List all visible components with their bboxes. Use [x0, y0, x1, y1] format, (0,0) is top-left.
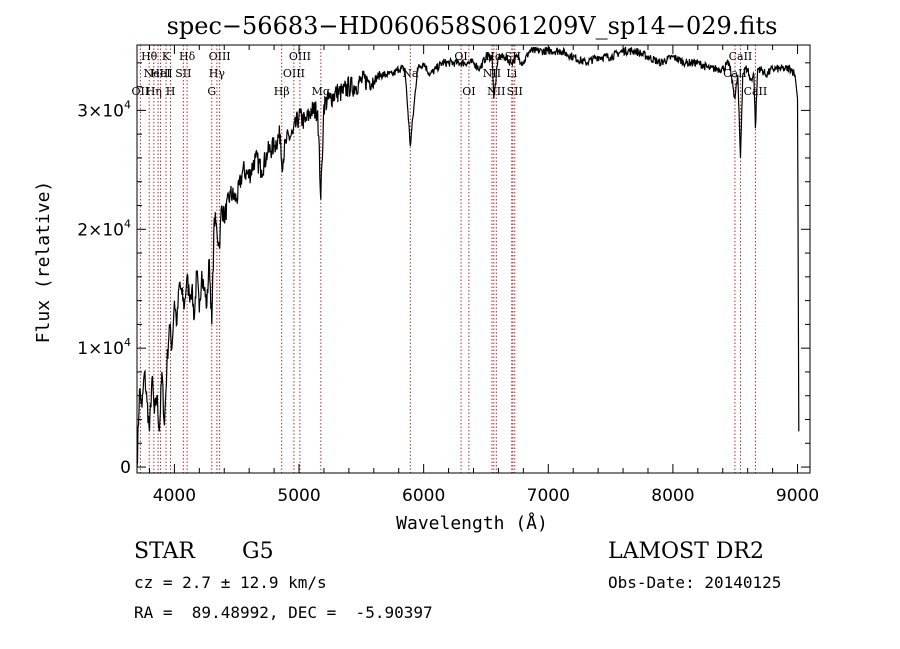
y-axis: 0 1×104 2×104 3×104 — [77, 62, 810, 478]
spectral-line-label: Hδ — [179, 50, 196, 63]
spectral-line-label: OI — [462, 85, 475, 98]
spectral-line-markers — [139, 45, 756, 473]
spectrum-line — [136, 46, 800, 468]
y-tick-label: 1×104 — [77, 336, 131, 359]
spectral-line-label: Hη — [146, 85, 162, 98]
y-tick-label: 2×104 — [77, 217, 131, 240]
spectral-line-label: Hγ — [209, 67, 226, 80]
spectral-line-label: SII — [505, 50, 521, 63]
x-axis-label: Wavelength (Å) — [396, 512, 548, 534]
survey-name: LAMOST DR2 — [608, 539, 764, 564]
spectral-line-label: HeI — [150, 67, 170, 80]
spectral-line-label: OII — [132, 85, 150, 98]
x-axis: 4000 5000 6000 7000 8000 9000 — [148, 45, 819, 506]
spectral-line-label: SII — [175, 67, 191, 80]
y-tick-label: 0 — [120, 458, 131, 478]
y-tick-label: 3×104 — [77, 98, 131, 121]
spectral-line-label: Hθ — [141, 50, 158, 63]
spectral-line-label: Na — [402, 67, 419, 80]
spectral-line-label: G — [207, 85, 216, 98]
coordinates: RA = 89.48992, DEC = -5.90397 — [134, 603, 433, 622]
y-axis-label: Flux (relative) — [33, 181, 54, 344]
spectral-line-label: K — [162, 50, 171, 63]
x-tick-label: 5000 — [277, 486, 320, 506]
spectral-line-label: OIII — [289, 50, 311, 63]
spectral-line-label: H — [166, 85, 176, 98]
x-tick-label: 8000 — [651, 486, 694, 506]
spectral-line-label: CaII — [729, 50, 753, 63]
spectral-line-label: Li — [506, 67, 517, 80]
object-class: STAR — [134, 539, 195, 564]
observation-date: Obs-Date: 20140125 — [608, 573, 782, 592]
spectral-line-label: NII — [487, 85, 505, 98]
x-tick-label: 4000 — [153, 486, 196, 506]
spectral-line-label: CaII — [744, 85, 768, 98]
redshift-value: cz = 2.7 ± 12.9 km/s — [134, 573, 327, 592]
spectral-line-label: OIII — [209, 50, 231, 63]
chart-title: spec−56683−HD060658S061209V_sp14−029.fit… — [167, 12, 778, 40]
spectral-line-label: NII — [483, 67, 501, 80]
spectral-line-label: Mg — [312, 85, 330, 98]
x-tick-label: 6000 — [402, 486, 445, 506]
spectral-subclass: G5 — [242, 539, 274, 564]
spectral-line-label: SII — [507, 85, 523, 98]
spectral-line-label: Hβ — [274, 85, 290, 98]
spectral-line-label: OIII — [283, 67, 305, 80]
spectral-line-label: CaII — [723, 67, 747, 80]
spectral-line-label: NeIII — [143, 67, 172, 80]
x-tick-label: 7000 — [527, 486, 570, 506]
x-tick-label: 9000 — [776, 486, 819, 506]
plot-frame — [136, 44, 811, 474]
